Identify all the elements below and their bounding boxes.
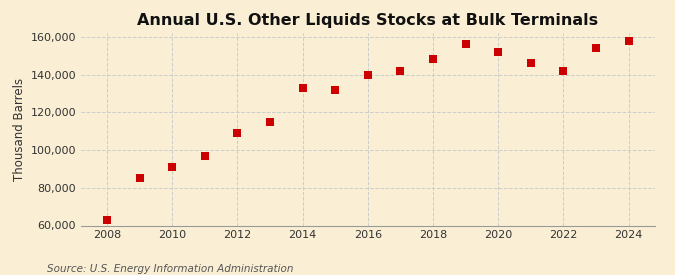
Point bbox=[265, 120, 275, 124]
Point bbox=[428, 57, 439, 62]
Point bbox=[493, 50, 504, 54]
Point bbox=[591, 46, 601, 50]
Point bbox=[362, 72, 373, 77]
Point bbox=[460, 42, 471, 46]
Text: Source: U.S. Energy Information Administration: Source: U.S. Energy Information Administ… bbox=[47, 264, 294, 274]
Point bbox=[102, 218, 113, 222]
Point bbox=[134, 176, 145, 180]
Y-axis label: Thousand Barrels: Thousand Barrels bbox=[14, 78, 26, 181]
Title: Annual U.S. Other Liquids Stocks at Bulk Terminals: Annual U.S. Other Liquids Stocks at Bulk… bbox=[137, 13, 599, 28]
Point bbox=[558, 68, 569, 73]
Point bbox=[623, 38, 634, 43]
Point bbox=[167, 165, 178, 169]
Point bbox=[297, 86, 308, 90]
Point bbox=[395, 68, 406, 73]
Point bbox=[330, 87, 341, 92]
Point bbox=[200, 153, 211, 158]
Point bbox=[232, 131, 243, 135]
Point bbox=[525, 61, 536, 65]
